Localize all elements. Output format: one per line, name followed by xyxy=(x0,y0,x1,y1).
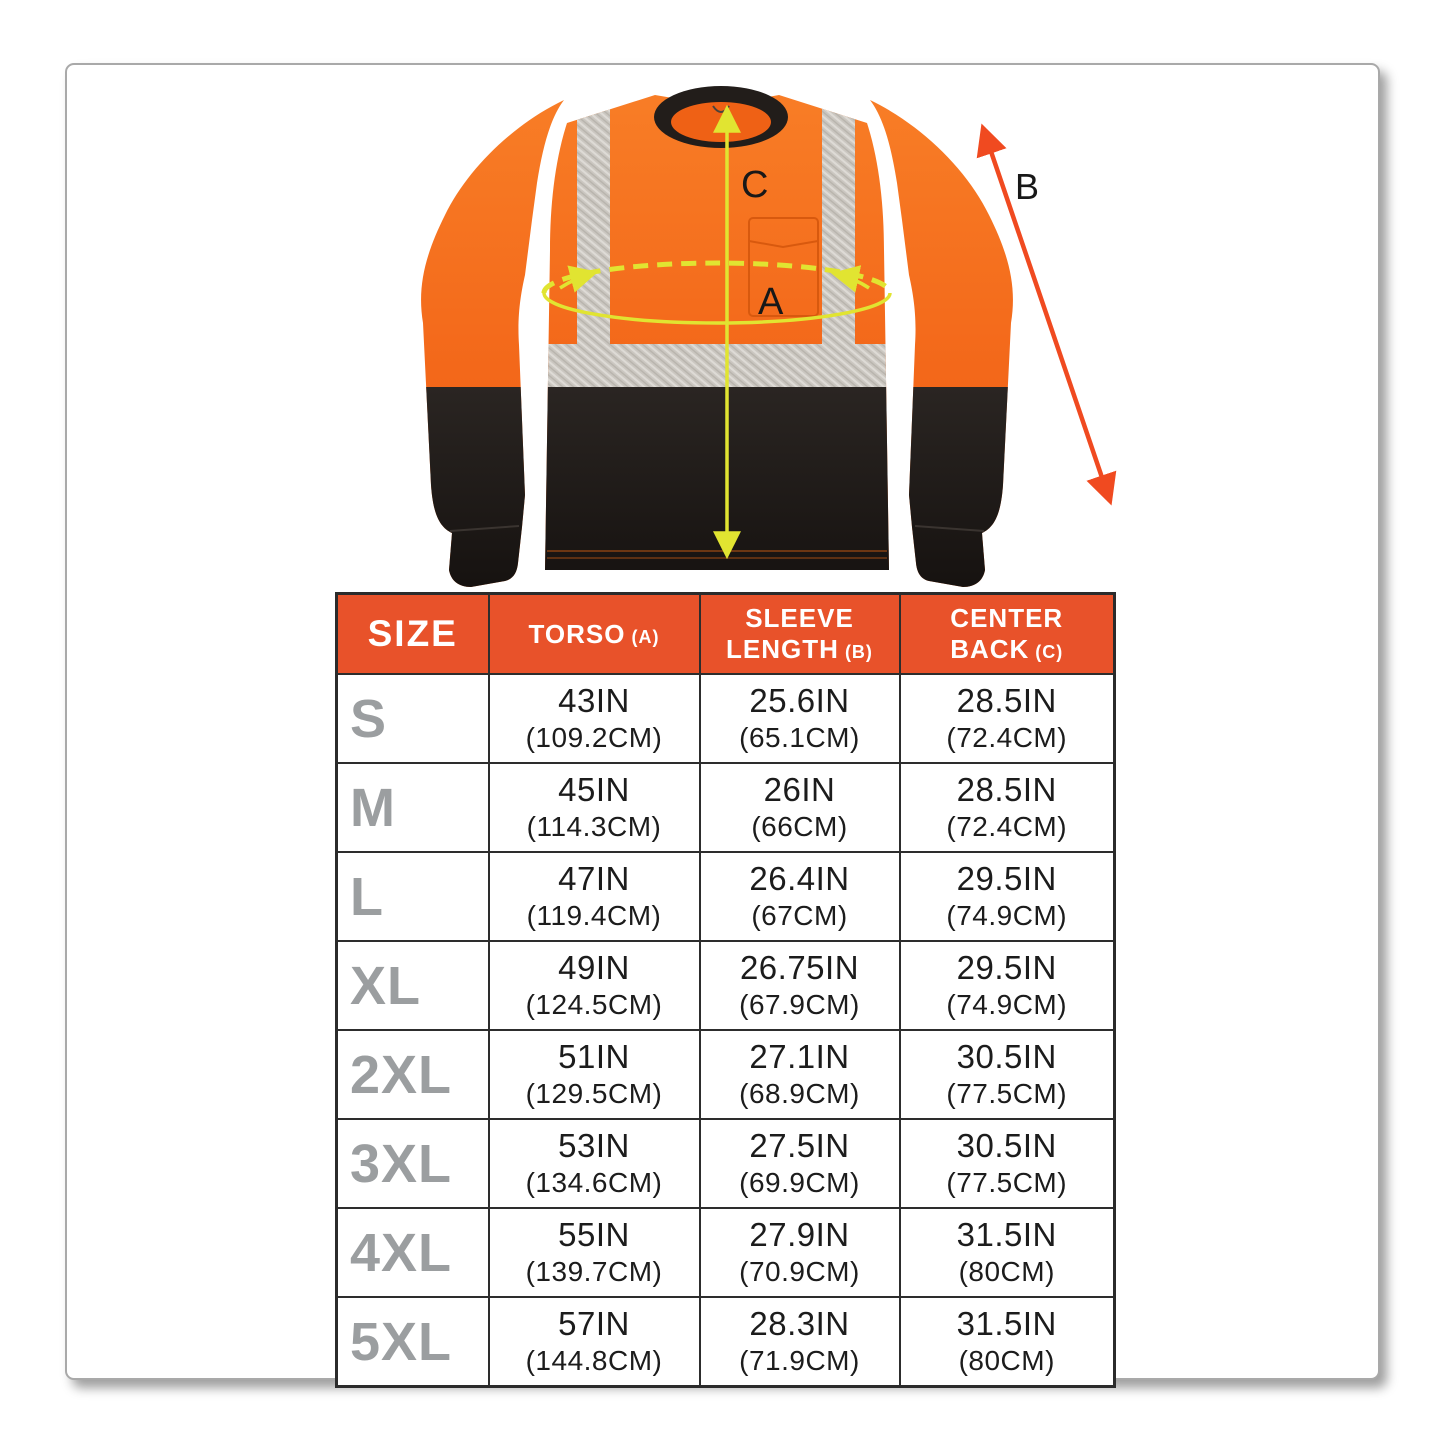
collar xyxy=(654,86,788,148)
torso-value: 45IN xyxy=(558,771,630,809)
torso-value: 47IN xyxy=(558,860,630,898)
sleeve-value-cm: (65.1CM) xyxy=(739,721,860,753)
table-row: L 47IN (119.4CM) 26.4IN (67CM) 29.5IN (74.9… xyxy=(335,851,1116,942)
sleeve-value: 27.9IN xyxy=(749,1216,850,1254)
header-sleeve-length: SLEEVE LENGTH (B) xyxy=(698,592,901,675)
torso-value: 49IN xyxy=(558,949,630,987)
left-vertical-stripe xyxy=(577,95,610,345)
size-label: M xyxy=(335,762,490,853)
header-row: SIZE TORSO (A) SLEEVE LENGTH (B) CENTER BA… xyxy=(335,592,1116,675)
table-row: 2XL 51IN (129.5CM) 27.1IN (68.9CM) 30.5IN(… xyxy=(335,1029,1116,1120)
sleeve-value: 26.4IN xyxy=(749,860,850,898)
back-value: 30.5IN xyxy=(956,1127,1057,1165)
sleeve-value: 26IN xyxy=(763,771,836,809)
label-c: C xyxy=(741,164,768,206)
torso-value: 53IN xyxy=(558,1127,630,1165)
torso-value-cm: (119.4CM) xyxy=(526,899,662,931)
sleeve-value-cm: (67.9CM) xyxy=(739,988,860,1020)
sleeve-value: 28.3IN xyxy=(749,1305,850,1343)
sleeve-measure-arrow xyxy=(976,123,1117,506)
torso-value: 55IN xyxy=(558,1216,630,1254)
back-value: 29.5IN xyxy=(956,860,1057,898)
back-value: 28.5IN xyxy=(956,682,1057,720)
shirt-illustration xyxy=(421,86,1013,587)
header-center-back: CENTER BACK (C) xyxy=(898,592,1116,675)
label-b: B xyxy=(1015,166,1039,207)
header-size: SIZE xyxy=(335,592,490,675)
torso-value: 43IN xyxy=(558,682,630,720)
back-value-cm: (80CM) xyxy=(958,1255,1055,1287)
back-value: 29.5IN xyxy=(956,949,1057,987)
horizontal-reflective-band xyxy=(545,344,889,387)
right-vertical-stripe xyxy=(822,95,855,345)
sleeve-value-cm: (71.9CM) xyxy=(739,1344,860,1376)
torso-value-cm: (124.5CM) xyxy=(525,988,663,1020)
sleeve-value-cm: (67CM) xyxy=(751,899,848,931)
sleeve-value: 27.1IN xyxy=(749,1038,850,1076)
torso-value-cm: (109.2CM) xyxy=(525,721,663,753)
torso-value-cm: (144.8CM) xyxy=(525,1344,663,1376)
sleeve-value-cm: (70.9CM) xyxy=(739,1255,860,1287)
sleeve-value-cm: (66CM) xyxy=(751,810,848,842)
table-row: 4XL 55IN (139.7CM) 27.9IN (70.9CM) 31.5IN(… xyxy=(335,1207,1116,1298)
back-value-cm: (74.9CM) xyxy=(946,988,1068,1020)
shirt-measurement-diagram: C A B xyxy=(421,86,1117,587)
size-label: L xyxy=(335,851,490,942)
back-value-cm: (74.9CM) xyxy=(946,899,1068,931)
size-label: S xyxy=(335,673,490,764)
sleeve-value: 27.5IN xyxy=(749,1127,850,1165)
sleeve-value: 25.6IN xyxy=(749,682,850,720)
back-value: 30.5IN xyxy=(956,1038,1057,1076)
back-value-cm: (72.4CM) xyxy=(946,810,1068,842)
table-row: XL 49IN (124.5CM) 26.75IN (67.9CM) 29.5IN(… xyxy=(335,940,1116,1031)
torso-value: 57IN xyxy=(558,1305,630,1343)
right-cuff-edge xyxy=(914,525,985,532)
size-label: 5XL xyxy=(335,1296,490,1388)
back-value: 31.5IN xyxy=(956,1216,1057,1254)
torso-value-cm: (129.5CM) xyxy=(525,1077,663,1109)
table-row: 5XL 57IN (144.8CM) 28.3IN (71.9CM) 31.5IN(… xyxy=(335,1296,1116,1388)
back-value-cm: (80CM) xyxy=(958,1344,1055,1376)
back-value-cm: (77.5CM) xyxy=(946,1077,1068,1109)
sleeve-value-cm: (68.9CM) xyxy=(739,1077,860,1109)
table-row: 3XL 53IN (134.6CM) 27.5IN (69.9CM) 30.5IN(… xyxy=(335,1118,1116,1209)
label-a: A xyxy=(758,281,784,323)
torso-value-cm: (139.7CM) xyxy=(525,1255,663,1287)
back-value-cm: (72.4CM) xyxy=(946,721,1068,753)
table-row: S 43IN (109.2CM) 25.6IN (65.1CM) 28.5IN (72… xyxy=(335,673,1116,764)
size-label: 3XL xyxy=(335,1118,490,1209)
header-torso: TORSO (A) xyxy=(487,592,701,675)
table-row: M 45IN (114.3CM) 26IN (66CM) 28.5IN (72.4CM… xyxy=(335,762,1116,853)
back-value: 31.5IN xyxy=(956,1305,1057,1343)
sleeve-value: 26.75IN xyxy=(739,949,860,987)
size-label: 2XL xyxy=(335,1029,490,1120)
chest-pocket xyxy=(748,217,819,317)
torso-value: 51IN xyxy=(558,1038,630,1076)
torso-value-cm: (134.6CM) xyxy=(525,1166,663,1198)
reflective-stripes xyxy=(545,95,889,387)
sleeve-value-cm: (69.9CM) xyxy=(739,1166,860,1198)
content-card: C A B SIZE TORSO (A) SLEEVE xyxy=(65,63,1380,1388)
black-lower-panel xyxy=(421,387,1013,587)
torso-value-cm: (114.3CM) xyxy=(526,810,662,842)
back-value-cm: (77.5CM) xyxy=(946,1166,1068,1198)
size-label: 4XL xyxy=(335,1207,490,1298)
size-chart-table: SIZE TORSO (A) SLEEVE LENGTH (B) CENTER BA… xyxy=(335,592,1116,1388)
measurement-overlays: C A B xyxy=(541,104,1117,560)
left-cuff-edge xyxy=(449,525,520,532)
size-label: XL xyxy=(335,940,490,1031)
back-value: 28.5IN xyxy=(956,771,1057,809)
